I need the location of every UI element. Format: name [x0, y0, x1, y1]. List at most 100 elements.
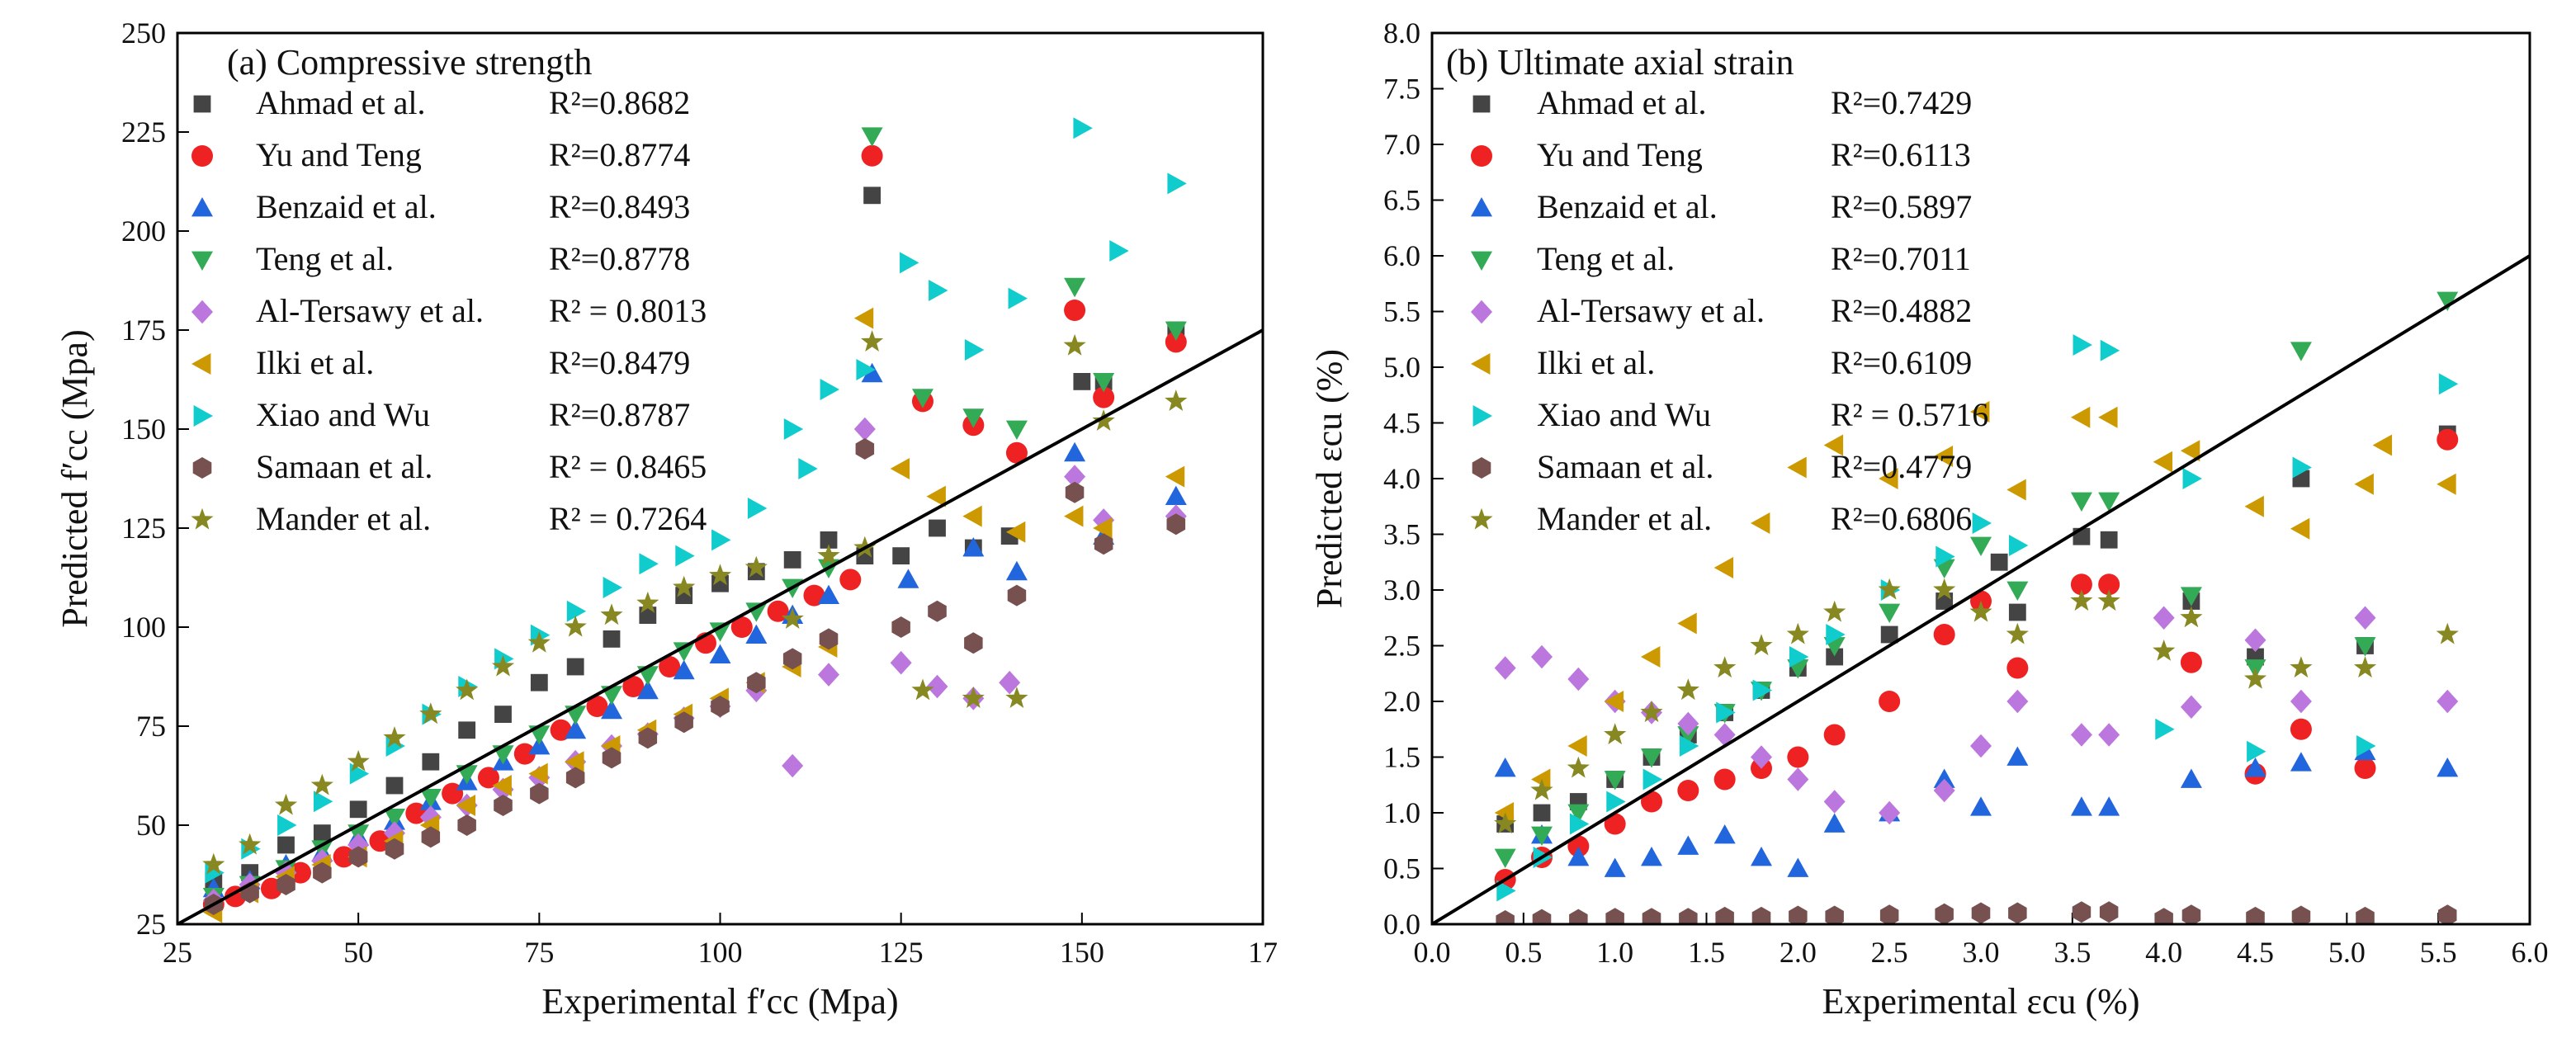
- data-point: [1063, 333, 1086, 356]
- data-point: [1970, 734, 1992, 758]
- reference-line: [1432, 254, 2530, 924]
- legend-r2: R² = 0.5716: [1831, 396, 1988, 433]
- data-point: [1165, 485, 1187, 505]
- data-point: [2098, 492, 2120, 512]
- legend-label: Ahmad et al.: [256, 84, 426, 121]
- data-point: [2247, 740, 2266, 762]
- data-point: [530, 673, 548, 691]
- data-point: [744, 555, 768, 578]
- data-point: [202, 852, 225, 875]
- y-tick-label: 3.5: [1383, 518, 1420, 551]
- data-point: [565, 767, 585, 789]
- y-tick-label: 125: [121, 512, 166, 545]
- data-point: [348, 846, 368, 868]
- data-point: [964, 632, 983, 654]
- data-point: [929, 280, 948, 301]
- data-point: [1165, 465, 1185, 488]
- data-point: [530, 782, 549, 805]
- data-point: [1751, 745, 1772, 769]
- data-point: [564, 615, 587, 637]
- panel-a-compressive-strength: 25 50 75 100 125 150 17 25 50 75 100 125 150 175 200 22…: [54, 17, 1278, 1022]
- x-tick-label: 1.0: [1596, 936, 1633, 969]
- data-point: [347, 749, 370, 772]
- data-point: [819, 628, 839, 650]
- data-point: [929, 519, 946, 537]
- data-point: [603, 630, 621, 648]
- data-point: [1005, 420, 1028, 440]
- data-point: [853, 307, 874, 329]
- data-point: [1879, 603, 1901, 623]
- legend-r2: R²=0.7011: [1831, 240, 1971, 277]
- legend-r2: R²=0.5897: [1831, 188, 1972, 225]
- data-point: [1789, 905, 1808, 924]
- data-point: [709, 644, 731, 663]
- data-point: [2356, 735, 2376, 757]
- data-point: [783, 551, 801, 569]
- data-point: [2180, 695, 2202, 720]
- data-point: [419, 789, 442, 809]
- legend-marker: [1472, 405, 1492, 427]
- legend-marker: [1471, 145, 1492, 167]
- data-point: [1786, 622, 1809, 644]
- data-point: [1970, 796, 1992, 816]
- data-point: [636, 679, 659, 700]
- data-point: [2244, 628, 2266, 653]
- data-point: [1641, 748, 1662, 768]
- data-point: [1823, 790, 1846, 814]
- series-6: [1496, 334, 2459, 902]
- y-tick-label: 0.0: [1383, 908, 1420, 941]
- legend-marker: [191, 145, 213, 167]
- data-point: [2438, 373, 2459, 395]
- data-point: [2182, 468, 2202, 489]
- data-point: [528, 735, 551, 755]
- data-point: [1530, 778, 1553, 800]
- data-point: [2354, 758, 2376, 779]
- data-points: [1494, 291, 2459, 924]
- data-point: [2006, 581, 2029, 601]
- legend-label: Samaan et al.: [1537, 448, 1713, 485]
- data-point: [711, 696, 730, 717]
- data-point: [2070, 589, 2093, 611]
- data-point: [747, 672, 766, 694]
- data-point: [1531, 826, 1553, 846]
- data-point: [2006, 689, 2029, 714]
- y-tick-label: 2.5: [1383, 630, 1420, 663]
- data-point: [1823, 813, 1846, 833]
- data-point: [1604, 691, 1624, 712]
- data-point: [1093, 386, 1115, 408]
- x-tick-label: 1.5: [1688, 936, 1725, 969]
- data-point: [2243, 667, 2267, 689]
- legend-r2: R²=0.4779: [1831, 448, 1972, 485]
- data-point: [861, 144, 883, 167]
- data-point: [2098, 796, 2120, 816]
- data-point: [803, 584, 825, 607]
- data-point: [1167, 172, 1187, 195]
- data-point: [861, 127, 883, 147]
- data-point: [964, 339, 985, 361]
- data-point: [313, 824, 331, 842]
- x-tick-label: 0.0: [1414, 936, 1451, 969]
- data-point: [1787, 857, 1809, 877]
- data-point: [900, 252, 919, 274]
- data-point: [2072, 901, 2092, 923]
- y-tick-label: 0.5: [1383, 852, 1420, 885]
- legend-marker: [191, 197, 213, 217]
- data-point: [2070, 796, 2092, 816]
- data-point: [419, 702, 442, 725]
- data-point: [313, 861, 332, 884]
- data-point: [457, 814, 476, 836]
- data-point: [1787, 767, 1809, 791]
- data-point: [1064, 465, 1086, 489]
- data-point: [384, 809, 405, 828]
- data-point: [2006, 479, 2026, 501]
- data-point: [747, 498, 768, 519]
- data-point: [1641, 847, 1662, 866]
- x-tick-label: 50: [343, 936, 373, 969]
- legend-r2: R²=0.8682: [549, 84, 690, 121]
- data-point: [2073, 334, 2092, 356]
- data-point: [2244, 495, 2264, 517]
- data-point: [2008, 902, 2027, 924]
- data-point: [1640, 701, 1663, 723]
